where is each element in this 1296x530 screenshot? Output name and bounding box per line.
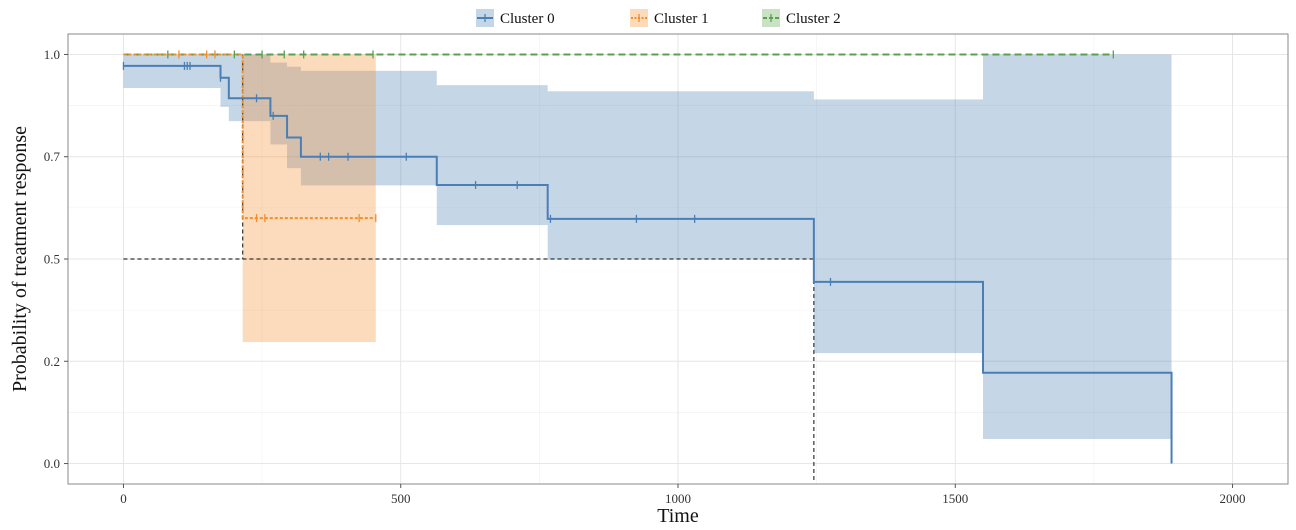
y-axis-title: Probability of treatment response bbox=[9, 126, 31, 392]
ci-band-segment bbox=[228, 54, 271, 122]
y-tick-label: 0.7 bbox=[44, 149, 61, 164]
ci-band-segment bbox=[983, 54, 1172, 440]
x-tick-label: 1000 bbox=[665, 491, 691, 506]
legend: Cluster 0 Cluster 1 Cluster 2 bbox=[476, 9, 841, 27]
survival-curve bbox=[123, 53, 376, 220]
legend-label: Cluster 0 bbox=[500, 11, 555, 27]
legend-item: Cluster 2 bbox=[762, 9, 841, 27]
y-tick-label: 1.0 bbox=[44, 47, 60, 62]
censor-marks bbox=[122, 50, 1114, 286]
x-tick-label: 500 bbox=[391, 491, 411, 506]
ci-band-segment bbox=[287, 66, 301, 169]
legend-label: Cluster 2 bbox=[786, 11, 841, 27]
ci-band-segment bbox=[300, 70, 437, 186]
ci-band-segment bbox=[547, 91, 814, 260]
x-axis-title: Time bbox=[657, 505, 699, 527]
x-tick-label: 2000 bbox=[1220, 491, 1246, 506]
ci-band-segment bbox=[220, 54, 229, 107]
survival-curves bbox=[123, 53, 1173, 464]
legend-item: Cluster 1 bbox=[630, 9, 709, 27]
ci-band-segment bbox=[813, 99, 983, 354]
confidence-bands bbox=[123, 54, 1172, 440]
x-tick-label: 0 bbox=[120, 491, 127, 506]
y-tick-label: 0.0 bbox=[44, 456, 60, 471]
survival-curve bbox=[123, 64, 1173, 464]
ci-band-segment bbox=[123, 54, 221, 88]
x-axis: 0 500 1000 1500 2000 bbox=[120, 484, 1246, 506]
ci-band-segment bbox=[436, 85, 548, 226]
legend-label: Cluster 1 bbox=[654, 11, 709, 27]
y-tick-label: 0.5 bbox=[44, 252, 60, 267]
y-tick-label: 0.2 bbox=[44, 354, 60, 369]
median-reference bbox=[123, 54, 815, 481]
legend-item: Cluster 0 bbox=[476, 9, 555, 27]
y-axis: 0.0 0.2 0.5 0.7 1.0 bbox=[44, 47, 68, 471]
ci-band-segment bbox=[270, 62, 288, 145]
x-tick-label: 1500 bbox=[942, 491, 968, 506]
ci-band-segment bbox=[242, 54, 376, 343]
